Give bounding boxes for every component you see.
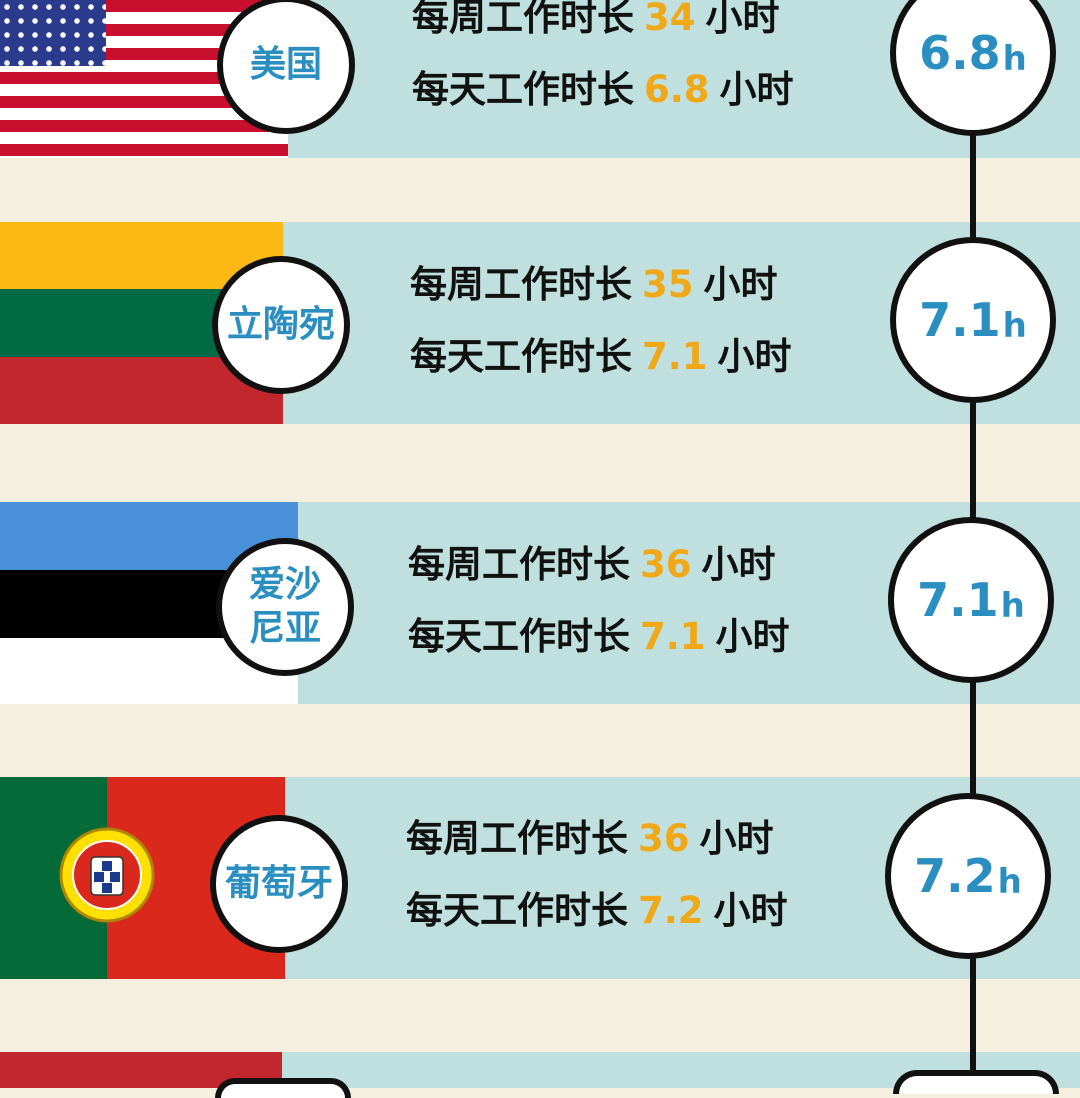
daily-hours-badge-portugal: 7.2 h	[885, 793, 1051, 959]
next-badge-circle	[893, 1070, 1059, 1094]
country-name-lithuania: 立陶宛	[212, 256, 350, 394]
info-usa: 每周工作时长 34 小时 每天工作时长 6.8 小时	[412, 0, 794, 111]
daily-hours-badge-estonia: 7.1 h	[888, 517, 1054, 683]
portugal-coat-of-arms-icon	[59, 827, 155, 923]
country-name-estonia-line1: 爱沙	[248, 564, 321, 605]
info-estonia: 每周工作时长 36 小时 每天工作时长 7.1 小时	[408, 543, 790, 658]
daily-hours-badge-usa: 6.8 h	[890, 0, 1056, 136]
next-name-circle	[215, 1078, 351, 1098]
country-name-usa: 美国	[217, 0, 355, 134]
info-lithuania: 每周工作时长 35 小时 每天工作时长 7.1 小时	[410, 263, 792, 378]
daily-hours-badge-lithuania: 7.1 h	[890, 237, 1056, 403]
country-name-estonia: 爱沙 尼亚	[216, 538, 354, 676]
country-name-portugal: 葡萄牙	[210, 815, 348, 953]
info-portugal: 每周工作时长 36 小时 每天工作时长 7.2 小时	[406, 817, 788, 932]
usa-flag-canton	[0, 0, 106, 66]
country-name-estonia-line2: 尼亚	[248, 608, 321, 649]
